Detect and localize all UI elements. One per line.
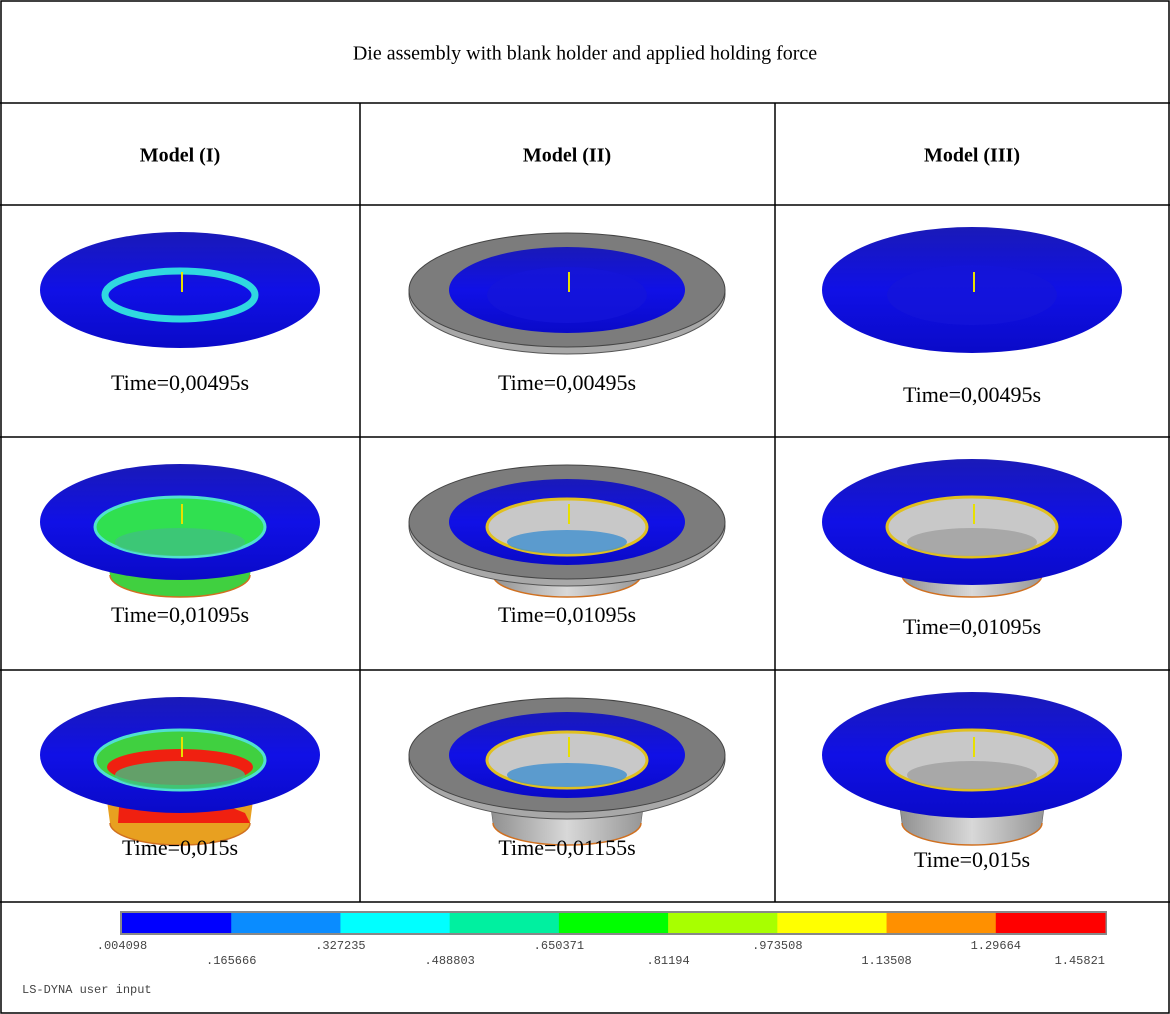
colorbar-segment [122, 913, 232, 933]
colorbar-segment [777, 913, 888, 933]
legend-caption: LS-DYNA user input [22, 983, 152, 997]
cup-rim [492, 822, 642, 846]
colorbar-segment [449, 913, 560, 933]
flange [40, 232, 320, 348]
cup-rim [901, 574, 1043, 598]
simulation-image [40, 232, 320, 348]
cup-bottom [115, 528, 245, 556]
simulation-image [40, 697, 320, 846]
cup-bottom [907, 761, 1037, 789]
column-header: Model (II) [523, 145, 611, 167]
draw-zone [887, 265, 1057, 325]
colorbar-label: .650371 [534, 939, 584, 953]
time-label: Time=0,00495s [903, 382, 1041, 407]
colorbar-label: 1.45821 [1055, 954, 1105, 968]
column-header: Model (III) [924, 145, 1020, 167]
time-label: Time=0,01095s [498, 602, 636, 627]
colorbar-segment [558, 913, 669, 933]
column-header: Model (I) [140, 145, 221, 167]
simulation-image [822, 459, 1122, 598]
time-label: Time=0,015s [914, 847, 1030, 872]
colorbar-label: .004098 [97, 939, 147, 953]
colorbar-segment [668, 913, 778, 933]
colorbar-segment [886, 913, 997, 933]
simulation-image [408, 232, 726, 355]
time-label: Time=0,00495s [498, 370, 636, 395]
draw-zone [487, 267, 647, 323]
colorbar-label: .488803 [424, 954, 474, 968]
simulation-image [40, 464, 320, 598]
time-label: Time=0,01155s [498, 835, 635, 860]
colorbar-label: .327235 [315, 939, 365, 953]
colorbar-label: .973508 [752, 939, 802, 953]
colorbar-label: .165666 [206, 954, 256, 968]
colorbar-label: 1.29664 [971, 939, 1021, 953]
colorbar-segment [995, 913, 1106, 933]
cup-bottom [115, 761, 245, 789]
time-label: Time=0,00495s [111, 370, 249, 395]
title: Die assembly with blank holder and appli… [353, 43, 817, 65]
simulation-image [408, 697, 726, 846]
cup-bottom [907, 528, 1037, 556]
contact-ring [101, 267, 259, 323]
colorbar-segment [231, 913, 341, 933]
time-label: Time=0,01095s [111, 602, 249, 627]
colorbar-segment [340, 913, 451, 933]
cup-rim [109, 822, 251, 846]
cup-rim [109, 574, 251, 598]
time-label: Time=0,015s [122, 835, 238, 860]
cup-bottom [507, 763, 627, 787]
colorbar-label: .81194 [647, 954, 690, 968]
cup-rim [492, 574, 642, 598]
colorbar-label: 1.13508 [861, 954, 911, 968]
simulation-image [822, 227, 1122, 353]
time-label: Time=0,01095s [903, 614, 1041, 639]
simulation-image [408, 464, 726, 598]
cup-rim [901, 822, 1043, 846]
simulation-image [822, 692, 1122, 846]
cup-bottom [507, 530, 627, 554]
